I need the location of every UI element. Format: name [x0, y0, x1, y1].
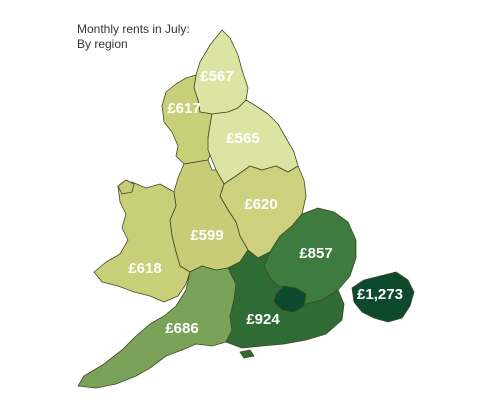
label-north-west: £617	[167, 100, 200, 117]
label-wales: £618	[128, 260, 161, 277]
label-north-east: £567	[200, 68, 233, 85]
map-title: Monthly rents in July: By region	[77, 22, 190, 52]
label-south-east: £924	[246, 311, 280, 328]
region-london-inset[interactable]	[351, 271, 415, 323]
region-south-east-island[interactable]	[239, 349, 255, 359]
label-south-west: £686	[165, 320, 198, 337]
label-yorkshire: £565	[226, 130, 259, 147]
label-west-midlands: £599	[190, 227, 223, 244]
map-title-line-1: Monthly rents in July:	[77, 22, 190, 36]
map-title-line-2: By region	[77, 37, 128, 51]
region-wales[interactable]	[93, 181, 191, 303]
region-wales-island[interactable]	[117, 179, 135, 195]
label-east-midlands: £620	[244, 196, 277, 213]
label-east: £857	[299, 245, 332, 262]
label-london-inset: £1,273	[357, 286, 403, 303]
region-london[interactable]	[273, 285, 307, 313]
